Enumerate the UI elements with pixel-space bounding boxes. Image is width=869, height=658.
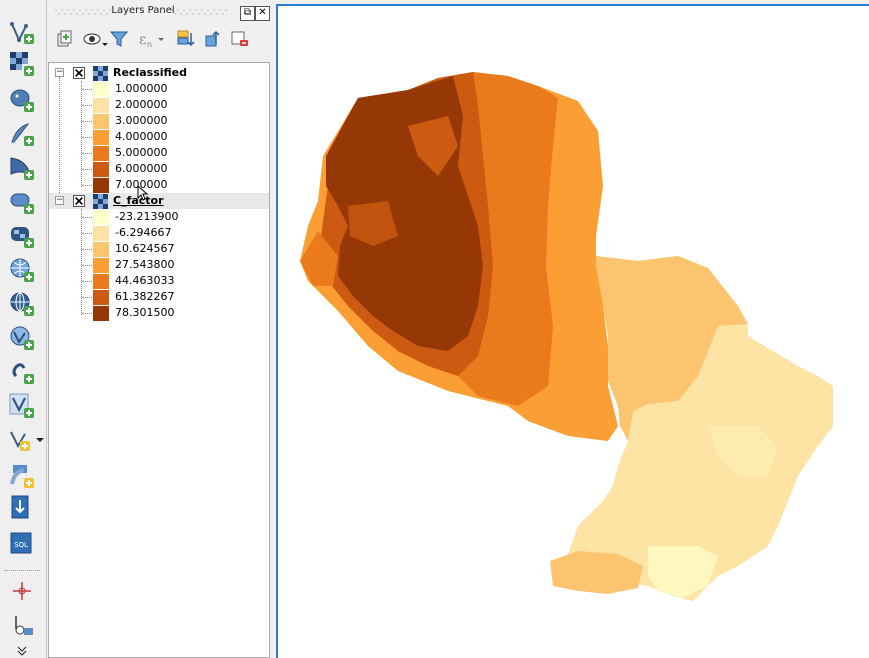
legend-item: 61.382267 — [49, 289, 269, 305]
import-layer-icon[interactable] — [8, 494, 36, 522]
legend-item: -6.294667 — [49, 225, 269, 241]
new-vector-layer-icon[interactable] — [8, 426, 46, 454]
node-tool-icon[interactable] — [8, 612, 36, 640]
layer-row-reclassified[interactable]: − Reclassified — [49, 65, 269, 81]
legend-swatch — [93, 210, 109, 225]
layer-visibility-checkbox[interactable] — [73, 195, 85, 207]
manage-map-themes-icon[interactable] — [82, 28, 112, 50]
layer-name: Reclassified — [113, 66, 187, 79]
raster-map-render — [300, 72, 833, 601]
add-delimited-text-layer-icon[interactable] — [8, 358, 36, 386]
panel-grip[interactable] — [52, 8, 232, 16]
legend-swatch — [93, 98, 109, 113]
layer-row-c-factor[interactable]: − C_factor — [49, 193, 269, 209]
legend-swatch — [93, 130, 109, 145]
collapse-layer-toggle[interactable]: − — [55, 67, 64, 77]
add-wms-layer-icon[interactable] — [8, 256, 36, 284]
legend-label: 27.543800 — [115, 258, 175, 271]
legend-item: 44.463033 — [49, 273, 269, 289]
sql-icon[interactable]: SQL — [8, 530, 36, 558]
legend-item: 1.000000 — [49, 81, 269, 97]
legend-item: 27.543800 — [49, 257, 269, 273]
legend-swatch — [93, 114, 109, 129]
new-spatialite-layer-icon[interactable] — [8, 462, 36, 490]
add-virtual-layer-icon[interactable] — [8, 392, 36, 420]
close-panel-button[interactable]: ✕ — [255, 6, 270, 21]
legend-swatch — [93, 274, 109, 289]
add-oracle-layer-icon[interactable] — [8, 188, 36, 216]
legend-swatch — [93, 258, 109, 273]
legend-label: 2.000000 — [115, 98, 168, 111]
add-spatialite-layer-icon[interactable] — [8, 120, 36, 148]
tree-connector — [81, 209, 82, 315]
expand-all-icon[interactable] — [174, 28, 196, 50]
collapse-all-icon[interactable] — [202, 28, 224, 50]
svg-text:ε: ε — [139, 32, 146, 48]
add-vector-layer-icon[interactable] — [8, 18, 36, 46]
legend-swatch — [93, 306, 109, 321]
map-canvas[interactable] — [276, 4, 869, 658]
legend-item: 4.000000 — [49, 129, 269, 145]
raster-layer-icon — [93, 66, 108, 81]
legend-label: 10.624567 — [115, 242, 175, 255]
legend-label: 4.000000 — [115, 130, 168, 143]
add-raster-layer-icon[interactable] — [8, 50, 36, 78]
tree-connector — [81, 81, 82, 187]
legend-item: 5.000000 — [49, 145, 269, 161]
toolbar-overflow-icon[interactable] — [8, 646, 36, 656]
legend-swatch — [93, 178, 109, 193]
legend-item: -23.213900 — [49, 209, 269, 225]
legend-label: 7.000000 — [115, 178, 168, 191]
float-panel-button[interactable]: ⧉ — [240, 6, 255, 21]
legend-swatch — [93, 162, 109, 177]
legend-item: 10.624567 — [49, 241, 269, 257]
layer-name: C_factor — [113, 194, 164, 207]
add-wcs-layer-icon[interactable] — [8, 290, 36, 318]
legend-item: 6.000000 — [49, 161, 269, 177]
add-group-icon[interactable] — [54, 28, 76, 50]
toolbar-separator — [4, 570, 40, 571]
legend-swatch — [93, 242, 109, 257]
add-wfs-layer-icon[interactable] — [8, 324, 36, 352]
add-postgis-layer-icon[interactable] — [8, 86, 36, 114]
collapse-layer-toggle[interactable]: − — [55, 195, 64, 205]
legend-label: 3.000000 — [115, 114, 168, 127]
legend-item: 2.000000 — [49, 97, 269, 113]
add-mssql-layer-icon[interactable] — [8, 154, 36, 182]
legend-swatch — [93, 82, 109, 97]
legend-swatch — [93, 290, 109, 305]
legend-item: 78.301500 — [49, 305, 269, 321]
tree-connector — [59, 77, 60, 193]
legend-label: -23.213900 — [115, 210, 179, 223]
legend-swatch — [93, 226, 109, 241]
layer-tree[interactable]: − Reclassified 1.000000 2.000000 3.00000… — [48, 62, 270, 658]
filter-legend-icon[interactable] — [108, 28, 130, 50]
legend-label: 6.000000 — [115, 162, 168, 175]
raster-layer-icon — [93, 194, 108, 209]
legend-label: 61.382267 — [115, 290, 175, 303]
legend-item: 7.000000 — [49, 177, 269, 193]
legend-label: 5.000000 — [115, 146, 168, 159]
legend-label: 44.463033 — [115, 274, 175, 287]
digitize-icon[interactable] — [8, 578, 36, 606]
mouse-cursor-icon — [137, 185, 149, 201]
svg-text:SQL: SQL — [14, 541, 28, 549]
legend-swatch — [93, 146, 109, 161]
layer-visibility-checkbox[interactable] — [73, 67, 85, 79]
legend-label: 1.000000 — [115, 82, 168, 95]
data-source-toolbar: SQL — [0, 0, 47, 658]
panel-title: Layers Panel — [111, 5, 175, 16]
remove-layer-icon[interactable] — [228, 28, 250, 50]
legend-label: -6.294667 — [115, 226, 172, 239]
add-db2-layer-icon[interactable] — [8, 222, 36, 250]
legend-item: 3.000000 — [49, 113, 269, 129]
svg-text:n: n — [147, 40, 152, 49]
legend-label: 78.301500 — [115, 306, 175, 319]
